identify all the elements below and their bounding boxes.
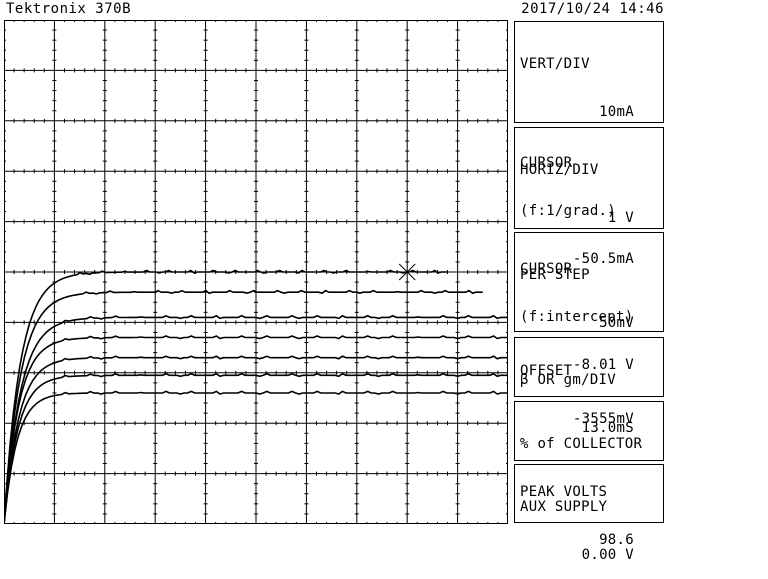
horiz-div-panel: HORIZ/DIV 1 V CURSOR (f:intercept) -8.01… (514, 127, 664, 373)
trace-curve (4, 390, 508, 524)
trace-curve (4, 289, 483, 524)
vert-div-panel: VERT/DIV 10mA CURSOR (f:1/grad.) -50.5mA (514, 21, 664, 267)
per-step-value: 50mV (599, 315, 634, 331)
beta-gm-panel: β OR gm/DIV 13.0mS (514, 337, 664, 436)
trace-curve (4, 372, 508, 524)
beta-gm-value: 13.0mS (581, 420, 634, 436)
vert-div-value: 10mA (599, 104, 634, 120)
horiz-div-label: HORIZ/DIV (520, 162, 599, 178)
horiz-cursor-value: -8.01 V (572, 357, 634, 373)
curve-trace-display (4, 20, 508, 524)
horiz-cursor-label: CURSOR (520, 261, 573, 277)
graticule (4, 20, 508, 524)
per-step-panel: PER STEP 50mV OFFSET -3555mV (514, 232, 664, 427)
date-time: 2017/10/24 14:46 (521, 1, 664, 17)
trace-curve (4, 335, 508, 524)
peak-volts-value: 98.6 (599, 532, 634, 548)
aux-supply-label: AUX SUPPLY (520, 499, 608, 515)
cursor-marker (398, 263, 416, 281)
vert-cursor-label: CURSOR (520, 155, 573, 171)
collector-peak-panel: % of COLLECTOR PEAK VOLTS 98.6 (514, 401, 664, 548)
aux-supply-value: 0.00 V (581, 547, 634, 563)
vert-cursor-mode: (f:1/grad.) (520, 203, 617, 219)
horiz-div-value: 1 V (607, 210, 634, 226)
instrument-title: Tektronix 370B (6, 1, 132, 17)
offset-label: OFFSET (520, 363, 573, 379)
trace-family (4, 269, 508, 524)
beta-gm-label: β OR gm/DIV (520, 372, 617, 388)
trace-curve (4, 355, 508, 524)
trace-curve (4, 269, 448, 524)
trace-curve (4, 314, 508, 524)
offset-value: -3555mV (572, 411, 634, 427)
peak-volts-label: PEAK VOLTS (520, 484, 608, 500)
aux-supply-panel: AUX SUPPLY 0.00 V (514, 464, 664, 563)
vert-div-label: VERT/DIV (520, 56, 590, 72)
collector-label: % of COLLECTOR (520, 436, 643, 452)
per-step-label: PER STEP (520, 267, 590, 283)
horiz-cursor-mode: (f:intercept) (520, 309, 634, 325)
vert-cursor-value: -50.5mA (572, 251, 634, 267)
